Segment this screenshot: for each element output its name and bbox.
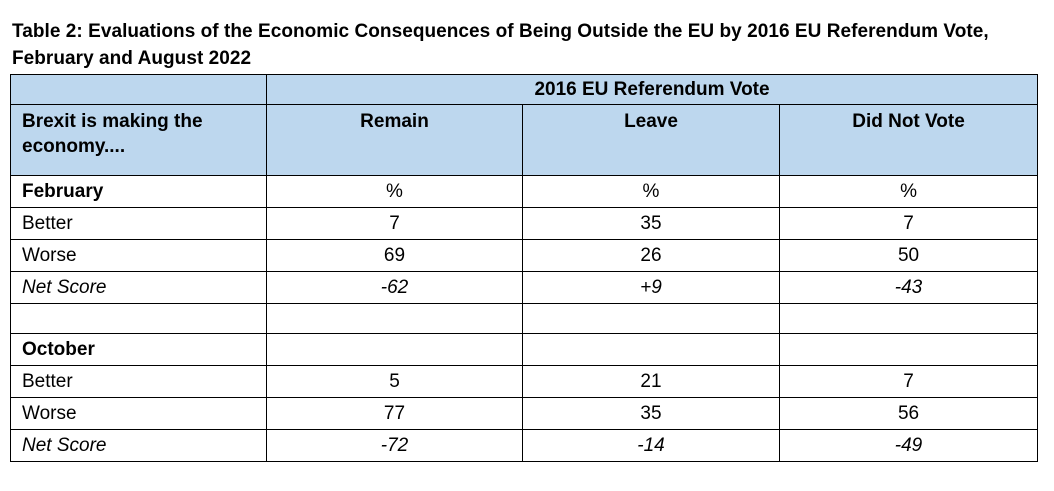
table-cell: 21 (522, 365, 780, 398)
empty-cell (266, 333, 523, 366)
table-row: Net Score -62 +9 -43 (10, 271, 1039, 304)
table-cell: 7 (778, 207, 1039, 240)
table-cell: -72 (266, 429, 523, 462)
column-header-remain: Remain (266, 104, 523, 176)
header-group-row: 2016 EU Referendum Vote (10, 74, 1039, 105)
column-header-leave: Leave (522, 104, 780, 176)
row-label: Better (10, 365, 267, 398)
header-columns-row: Brexit is making the economy.... Remain … (10, 104, 1039, 176)
section-label-february: February (10, 175, 267, 208)
table-row: Worse 77 35 56 (10, 397, 1039, 430)
row-label: Worse (10, 397, 267, 430)
row-label: Net Score (10, 271, 267, 304)
table-cell: 7 (778, 365, 1039, 398)
empty-cell (778, 333, 1039, 366)
table-cell: 26 (522, 239, 780, 272)
table-cell: 56 (778, 397, 1039, 430)
table-cell: +9 (522, 271, 780, 304)
table-cell: -14 (522, 429, 780, 462)
table-row: October (10, 333, 1039, 366)
empty-cell (266, 303, 523, 334)
empty-cell (522, 303, 780, 334)
table-row: Better 7 35 7 (10, 207, 1039, 240)
table-row: Net Score -72 -14 -49 (10, 429, 1039, 462)
table-cell: 35 (522, 207, 780, 240)
table-row: Worse 69 26 50 (10, 239, 1039, 272)
table-cell: 7 (266, 207, 523, 240)
unit-cell: % (522, 175, 780, 208)
empty-cell (10, 303, 267, 334)
table-container: Table 2: Evaluations of the Economic Con… (10, 18, 1039, 462)
table-cell: -62 (266, 271, 523, 304)
table-row: Better 5 21 7 (10, 365, 1039, 398)
row-label: Worse (10, 239, 267, 272)
row-label: Net Score (10, 429, 267, 462)
table-cell: 69 (266, 239, 523, 272)
results-table: 2016 EU Referendum Vote Brexit is making… (10, 74, 1039, 462)
spacer-row (10, 303, 1039, 334)
column-header-did-not-vote: Did Not Vote (778, 104, 1039, 176)
table-cell: 5 (266, 365, 523, 398)
table-cell: -49 (778, 429, 1039, 462)
header-row-label: Brexit is making the economy.... (10, 104, 267, 176)
row-label: Better (10, 207, 267, 240)
table-cell: -43 (778, 271, 1039, 304)
header-empty-cell (10, 74, 267, 105)
table-cell: 50 (778, 239, 1039, 272)
unit-cell: % (266, 175, 523, 208)
empty-cell (778, 303, 1039, 334)
table-title: Table 2: Evaluations of the Economic Con… (12, 21, 989, 69)
section-label-october: October (10, 333, 267, 366)
unit-cell: % (778, 175, 1039, 208)
header-group-label: 2016 EU Referendum Vote (265, 74, 1039, 105)
table-row: February % % % (10, 175, 1039, 208)
table-cell: 77 (266, 397, 523, 430)
empty-cell (522, 333, 780, 366)
table-cell: 35 (522, 397, 780, 430)
